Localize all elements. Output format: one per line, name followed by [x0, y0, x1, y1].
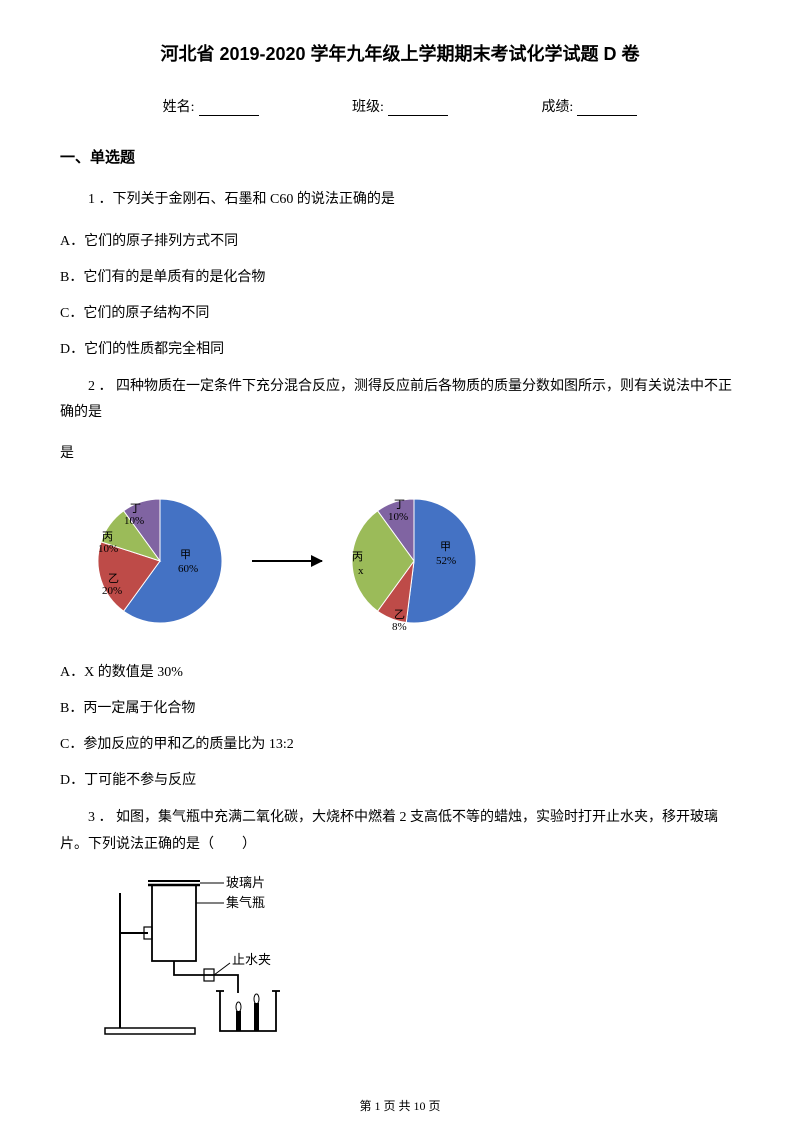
pie-chart-row: 甲60%乙20%丙10%丁10% 甲52%乙8%丙x丁10% — [80, 481, 740, 641]
footer-mid: 页 共 — [380, 1099, 413, 1113]
pie-chart-before: 甲60%乙20%丙10%丁10% — [80, 481, 240, 641]
q1-option-d: D．它们的性质都完全相同 — [60, 336, 740, 364]
pie-slice-label: 丁 — [394, 499, 405, 511]
pie-slice-pct: 8% — [392, 621, 407, 633]
pie-slice-pct: 52% — [436, 555, 456, 567]
pie-slice-label: 丙 — [102, 531, 113, 543]
name-label: 姓名: — [163, 100, 195, 115]
footer-total: 10 — [414, 1099, 426, 1113]
student-info-row: 姓名: 班级: 成绩: — [60, 96, 740, 116]
score-label: 成绩: — [541, 100, 573, 115]
q1-option-c: C．它们的原子结构不同 — [60, 300, 740, 328]
pie-chart-after: 甲 52% 乙8% 丙x 丁10% — [334, 481, 494, 641]
name-blank[interactable] — [199, 102, 259, 116]
pie-slice-pct: x — [358, 565, 364, 577]
q2-stem: 2 ． 四种物质在一定条件下充分混合反应，测得反应前后各物质的质量分数如图所示，… — [60, 374, 740, 427]
q2-stem-cont: 是 — [60, 441, 740, 468]
diagram-label-clip: 止水夹 — [232, 953, 271, 967]
class-blank[interactable] — [388, 102, 448, 116]
pie-slice-pct: 10% — [98, 543, 118, 555]
experiment-diagram: 玻璃片 集气瓶 止水夹 — [100, 873, 340, 1043]
q1-option-b: B．它们有的是单质有的是化合物 — [60, 264, 740, 292]
q2-option-b: B．丙一定属于化合物 — [60, 695, 740, 723]
pie-slice-label: 丙 — [352, 551, 363, 563]
q2-option-d: D．丁可能不参与反应 — [60, 767, 740, 795]
diagram-label-glass: 玻璃片 — [226, 876, 265, 890]
q1-stem: 1 ．下列关于金刚石、石墨和 C60 的说法正确的是 — [60, 187, 740, 214]
pie-slice-label: 乙 — [108, 573, 119, 585]
section-heading: 一、单选题 — [60, 146, 740, 167]
pie-slice-label: 甲 — [180, 549, 191, 561]
pie-slice-label: 乙 — [394, 609, 405, 621]
footer-post: 页 — [426, 1099, 441, 1113]
pie-slice-pct: 10% — [388, 511, 408, 523]
pie-slice-label: 丁 — [130, 503, 141, 515]
diagram-label-jar: 集气瓶 — [226, 896, 265, 910]
footer-pre: 第 — [359, 1099, 374, 1113]
page-title: 河北省 2019-2020 学年九年级上学期期末考试化学试题 D 卷 — [60, 40, 740, 66]
page-footer: 第 1 页 共 10 页 — [0, 1097, 800, 1114]
q2-option-a: A．X 的数值是 30% — [60, 659, 740, 687]
q1-option-a: A．它们的原子排列方式不同 — [60, 228, 740, 256]
score-blank[interactable] — [577, 102, 637, 116]
class-label: 班级: — [352, 100, 384, 115]
q2-option-c: C．参加反应的甲和乙的质量比为 13:2 — [60, 731, 740, 759]
q3-stem: 3 ． 如图，集气瓶中充满二氧化碳，大烧杯中燃着 2 支高低不等的蜡烛，实验时打… — [60, 805, 740, 858]
pie-slice-pct: 10% — [124, 515, 144, 527]
arrow-icon — [252, 560, 322, 562]
pie-slice-pct: 60% — [178, 563, 198, 575]
pie-slice-pct: 20% — [102, 585, 122, 597]
pie-slice-label: 甲 — [440, 541, 451, 553]
